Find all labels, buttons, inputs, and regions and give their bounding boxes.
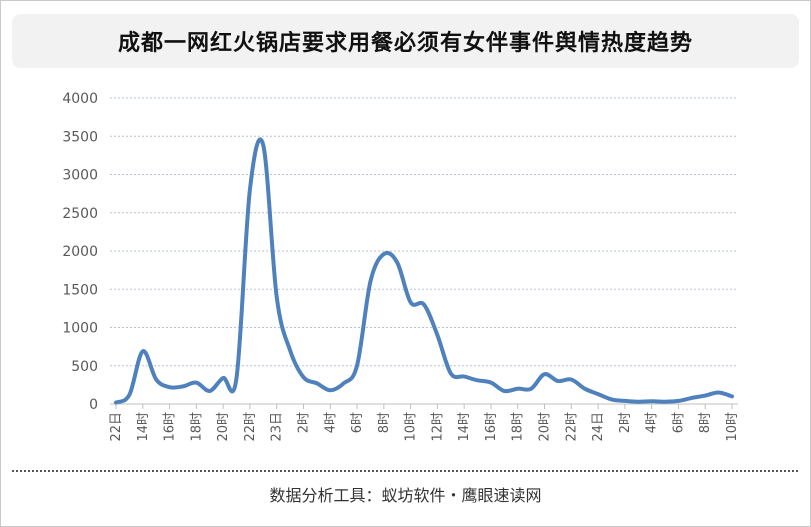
data-point <box>382 252 386 256</box>
data-point <box>435 333 439 337</box>
x-tick-label: 22时 <box>564 412 579 442</box>
data-point <box>449 371 453 375</box>
x-tick-label: 24日 <box>591 412 606 442</box>
y-tick-label: 1000 <box>62 321 98 337</box>
data-point <box>462 375 466 379</box>
x-tick-label: 8时 <box>698 412 713 433</box>
data-point <box>489 381 493 385</box>
title-bar: 成都一网红火锅店要求用餐必须有女伴事件舆情热度趋势 <box>12 14 799 68</box>
y-tick-label: 2000 <box>62 244 98 260</box>
chart-title: 成都一网红火锅店要求用餐必须有女伴事件舆情热度趋势 <box>117 31 693 56</box>
x-tick-label: 10时 <box>404 412 419 442</box>
x-tick-label: 18时 <box>189 412 204 442</box>
data-point <box>556 379 560 383</box>
data-point <box>623 399 627 403</box>
data-point <box>663 400 667 404</box>
data-point <box>248 188 252 192</box>
gridlines <box>110 97 738 367</box>
data-point <box>730 394 734 398</box>
data-point <box>302 375 306 379</box>
data-point <box>368 280 372 284</box>
data-point <box>676 399 680 403</box>
data-point <box>114 401 118 405</box>
data-point <box>569 378 573 382</box>
data-point <box>703 394 707 398</box>
data-point <box>395 261 399 265</box>
data-point <box>154 378 158 382</box>
x-tick-label: 20时 <box>538 412 553 442</box>
data-point <box>275 295 279 299</box>
data-point <box>315 381 319 385</box>
data-point <box>690 396 694 400</box>
data-point <box>235 376 239 380</box>
data-point <box>717 391 721 395</box>
data-point <box>221 376 225 380</box>
x-tick-label: 14时 <box>136 412 151 442</box>
x-tick-label: 22时 <box>243 412 258 442</box>
data-point <box>596 392 600 396</box>
y-tick-label: 1500 <box>62 282 98 298</box>
x-tick-label: 8时 <box>377 412 392 433</box>
y-tick-label: 2500 <box>62 206 98 222</box>
x-tick-label: 2时 <box>618 412 633 433</box>
line-chart: 0 500 1000 1500 2000 2500 3000 3500 4000 22日 14时 1… <box>62 91 740 442</box>
data-point <box>636 400 640 404</box>
data-point <box>476 378 480 382</box>
data-point <box>194 381 198 385</box>
x-tick-label: 6时 <box>671 412 686 433</box>
x-tick-label: 6时 <box>350 412 365 433</box>
x-tick-label: 16时 <box>163 412 178 442</box>
series-layer <box>114 137 734 405</box>
x-tick-label: 20时 <box>216 412 231 442</box>
data-point <box>288 348 292 352</box>
x-tick-label: 22日 <box>109 412 124 442</box>
x-tick-label: 4时 <box>323 412 338 433</box>
x-tick-label: 23日 <box>270 412 285 442</box>
data-point <box>409 300 413 304</box>
data-point <box>208 389 212 393</box>
data-point <box>261 143 265 147</box>
y-axis: 0 500 1000 1500 2000 2500 3000 3500 4000 <box>62 91 98 413</box>
x-tick-label: 2时 <box>296 412 311 433</box>
y-tick-label: 3000 <box>62 168 98 184</box>
y-tick-label: 500 <box>71 359 98 375</box>
x-tick-label: 14时 <box>457 412 472 442</box>
footer-divider <box>12 470 798 472</box>
x-tick-label: 12时 <box>430 412 445 442</box>
series-line <box>114 137 734 405</box>
x-tick-label: 4时 <box>645 412 660 433</box>
data-point <box>127 393 131 397</box>
y-tick-label: 0 <box>89 397 98 413</box>
footer-source: 数据分析工具：蚁坊软件・鹰眼速读网 <box>269 486 542 505</box>
x-tick-label: 16时 <box>484 412 499 442</box>
data-point <box>355 364 359 368</box>
data-point <box>502 389 506 393</box>
data-point <box>342 381 346 385</box>
data-point <box>529 387 533 391</box>
data-point <box>650 399 654 403</box>
y-tick-label: 4000 <box>62 91 98 107</box>
data-point <box>516 387 520 391</box>
y-tick-label: 3500 <box>62 129 98 145</box>
data-point <box>583 387 587 391</box>
x-tick-label: 10时 <box>725 412 740 442</box>
data-point <box>328 388 332 392</box>
x-tick-label: 18时 <box>511 412 526 442</box>
x-axis: 22日 14时 16时 18时 20时 22时 23日 2时 4时 6时 8时 10时 12时 14时 16… <box>109 403 740 442</box>
data-point <box>181 384 185 388</box>
data-point <box>168 385 172 389</box>
data-point <box>422 303 426 307</box>
data-point <box>543 372 547 376</box>
data-point <box>141 349 145 353</box>
data-point <box>610 397 614 401</box>
